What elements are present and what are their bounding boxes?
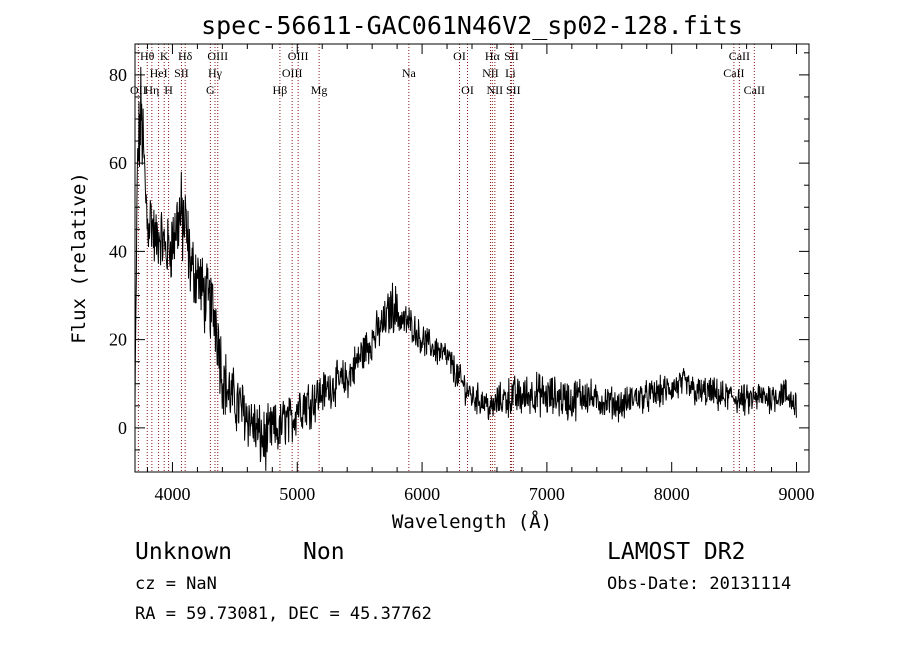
line-marker-label-25: CaII <box>729 49 750 63</box>
line-marker-label-17: OI <box>461 83 474 97</box>
obs-date-text: Obs-Date: 20131114 <box>607 574 791 594</box>
plot-frame <box>134 43 810 473</box>
x-tick-label-2: 6000 <box>404 484 440 504</box>
x-tick-label-3: 7000 <box>529 484 565 504</box>
spectrum-series <box>134 66 797 471</box>
x-axis: 4000 5000 6000 7000 8000 9000 <box>146 44 815 504</box>
y-tick-label-0: 0 <box>118 418 127 438</box>
coordinates-text: RA = 59.73081, DEC = 45.37762 <box>135 604 432 624</box>
y-tick-label-2: 40 <box>109 241 127 261</box>
line-marker-label-1: Hθ <box>140 49 155 63</box>
line-marker-label-26: CaII <box>744 83 765 97</box>
x-tick-label-5: 9000 <box>779 484 815 504</box>
x-tick-label-0: 4000 <box>154 484 190 504</box>
x-tick-label-1: 5000 <box>279 484 315 504</box>
line-marker-label-4: K <box>160 49 169 63</box>
line-marker-label-0: OII <box>130 83 147 97</box>
line-marker-label-23: SII <box>506 83 521 97</box>
class-label: Unknown <box>135 539 232 565</box>
line-marker-label-7: Hδ <box>178 49 193 63</box>
spectrum-line <box>134 66 797 471</box>
line-marker-label-8: G <box>206 83 215 97</box>
line-marker-label-21: Li <box>505 66 516 80</box>
line-marker-label-16: OI <box>453 49 466 63</box>
line-marker-label-9: Hγ <box>208 66 223 80</box>
survey-label: LAMOST DR2 <box>607 539 745 565</box>
x-axis-label: Wavelength (Å) <box>392 510 552 533</box>
line-marker-label-3: HeI <box>150 66 168 80</box>
y-tick-label-4: 80 <box>109 65 127 85</box>
y-axis: 0 20 40 60 80 <box>109 52 809 451</box>
redshift-text: cz = NaN <box>135 574 217 594</box>
line-marker-label-12: OIII <box>282 66 303 80</box>
subclass-label: Non <box>303 539 345 565</box>
line-marker-label-11: Hβ <box>273 83 288 97</box>
y-axis-label: Flux (relative) <box>68 172 90 344</box>
line-marker-label-13: OIII <box>288 49 309 63</box>
chart-title: spec-56611-GAC061N46V2_sp02-128.fits <box>201 11 743 40</box>
line-marker-label-19: Hα <box>485 49 501 63</box>
line-marker-label-18: NII <box>482 66 499 80</box>
line-marker-label-14: Mg <box>311 83 328 97</box>
line-marker-label-24: CaII <box>723 66 744 80</box>
line-marker-label-6: SII <box>174 66 189 80</box>
line-marker-label-15: Na <box>402 66 417 80</box>
line-marker-label-10: OIII <box>207 49 228 63</box>
line-marker-label-5: H <box>164 83 173 97</box>
y-tick-label-3: 60 <box>109 153 127 173</box>
line-marker-labels: OIIHθHηHeIKHSIIHδGHγOIIIHβOIIIOIIIMgNaOI… <box>130 49 765 97</box>
line-marker-label-2: Hη <box>144 83 159 97</box>
x-tick-label-4: 8000 <box>654 484 690 504</box>
line-marker-label-22: SII <box>504 49 519 63</box>
line-marker-label-20: NII <box>487 83 504 97</box>
y-tick-label-1: 20 <box>109 330 127 350</box>
